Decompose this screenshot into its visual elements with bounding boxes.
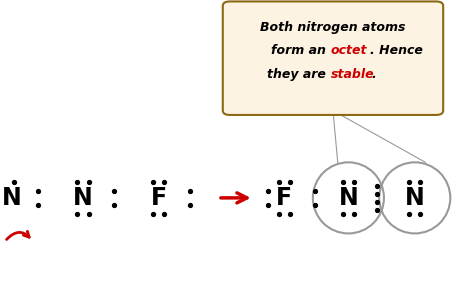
Text: N: N [405, 186, 425, 210]
Text: . Hence: . Hence [370, 45, 423, 57]
Text: .: . [372, 68, 377, 81]
Text: N: N [338, 186, 358, 210]
Text: stable: stable [331, 68, 374, 81]
Text: N: N [2, 186, 22, 210]
Text: N: N [73, 186, 93, 210]
Text: octet: octet [331, 45, 367, 57]
Text: they are: they are [267, 68, 331, 81]
Text: form an: form an [271, 45, 331, 57]
Text: F: F [276, 186, 292, 210]
Text: F: F [151, 186, 167, 210]
FancyBboxPatch shape [223, 1, 443, 115]
Text: Both nitrogen atoms: Both nitrogen atoms [260, 21, 406, 34]
